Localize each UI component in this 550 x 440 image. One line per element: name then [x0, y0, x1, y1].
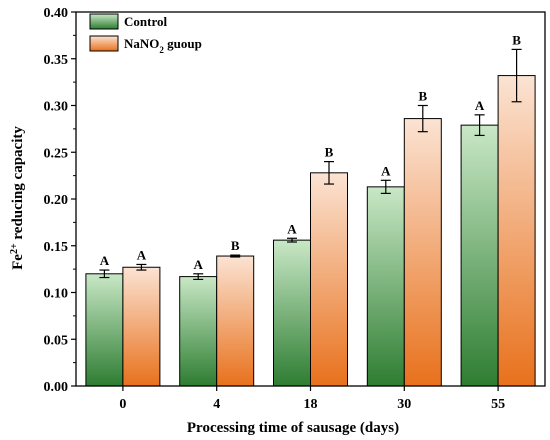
significance-label-s1-c0: A — [137, 247, 147, 262]
error-bar-s1-c1 — [230, 254, 241, 258]
error-bar-s1-c0 — [136, 263, 147, 271]
significance-label-s1-c4: B — [512, 32, 521, 47]
significance-label-s0-c4: A — [475, 98, 485, 113]
bar-s1-c1 — [216, 255, 255, 387]
x-tick-label: 55 — [491, 397, 505, 412]
significance-label-s1-c1: B — [231, 238, 240, 253]
x-tick-label: 30 — [397, 397, 411, 412]
y-axis-title: Fe2+ reducing capacity — [9, 126, 27, 270]
legend-label-control: Control — [124, 14, 167, 29]
bar-s0-c1 — [179, 276, 218, 387]
y-tick-label: 0.10 — [44, 287, 69, 302]
significance-label-s0-c2: A — [287, 221, 297, 236]
error-bar-s0-c3 — [380, 179, 391, 194]
error-bar-s1-c3 — [417, 104, 428, 133]
y-tick-label: 0.15 — [44, 240, 69, 255]
y-tick-label: 0.35 — [44, 53, 69, 68]
y-tick-label: 0.30 — [44, 100, 69, 115]
y-tick-label: 0.40 — [44, 6, 69, 21]
significance-label-s1-c2: B — [325, 145, 334, 160]
error-bar-s0-c4 — [474, 114, 485, 137]
significance-label-s0-c3: A — [381, 163, 391, 178]
bar-s0-c0 — [85, 273, 124, 387]
bar-s1-c3 — [403, 118, 442, 387]
bar-s0-c4 — [460, 124, 499, 387]
legend: Control NaNO2 guoup — [89, 13, 202, 55]
x-tick-label: 4 — [213, 397, 220, 412]
y-tick-label: 0.05 — [44, 333, 69, 348]
bar-s0-c2 — [273, 239, 311, 387]
y-tick-label: 0.20 — [44, 193, 69, 208]
axes: 0.00 0.05 0.10 0.15 0.20 0.25 0.30 0.35 0.40 0 4 18… — [44, 6, 546, 412]
bar-s0-c3 — [366, 186, 405, 387]
x-tick-label: 0 — [119, 397, 126, 412]
error-bar-s0-c0 — [99, 269, 110, 279]
bar-s1-c0 — [122, 266, 161, 387]
x-axis-title: Processing time of sausage (days) — [187, 420, 399, 436]
legend-swatch-control — [89, 13, 119, 30]
significance-label-s1-c3: B — [418, 89, 427, 104]
bar-s1-c2 — [310, 172, 348, 387]
x-tick-label: 18 — [304, 397, 318, 412]
significance-label-s0-c0: A — [100, 253, 110, 268]
bar-s1-c4 — [497, 75, 536, 387]
y-tick-label: 0.00 — [44, 380, 69, 395]
error-bar-s1-c4 — [511, 48, 522, 103]
error-bar-s1-c2 — [324, 161, 334, 185]
legend-swatch-nano2 — [89, 35, 119, 52]
error-bar-s0-c1 — [193, 273, 204, 281]
significance-label-s0-c1: A — [194, 257, 204, 272]
error-bar-s0-c2 — [287, 237, 297, 243]
y-tick-label: 0.25 — [44, 146, 69, 161]
legend-label-nano2: NaNO2 guoup — [124, 36, 202, 55]
plot-area: A A A B A B A B A B — [85, 32, 536, 387]
